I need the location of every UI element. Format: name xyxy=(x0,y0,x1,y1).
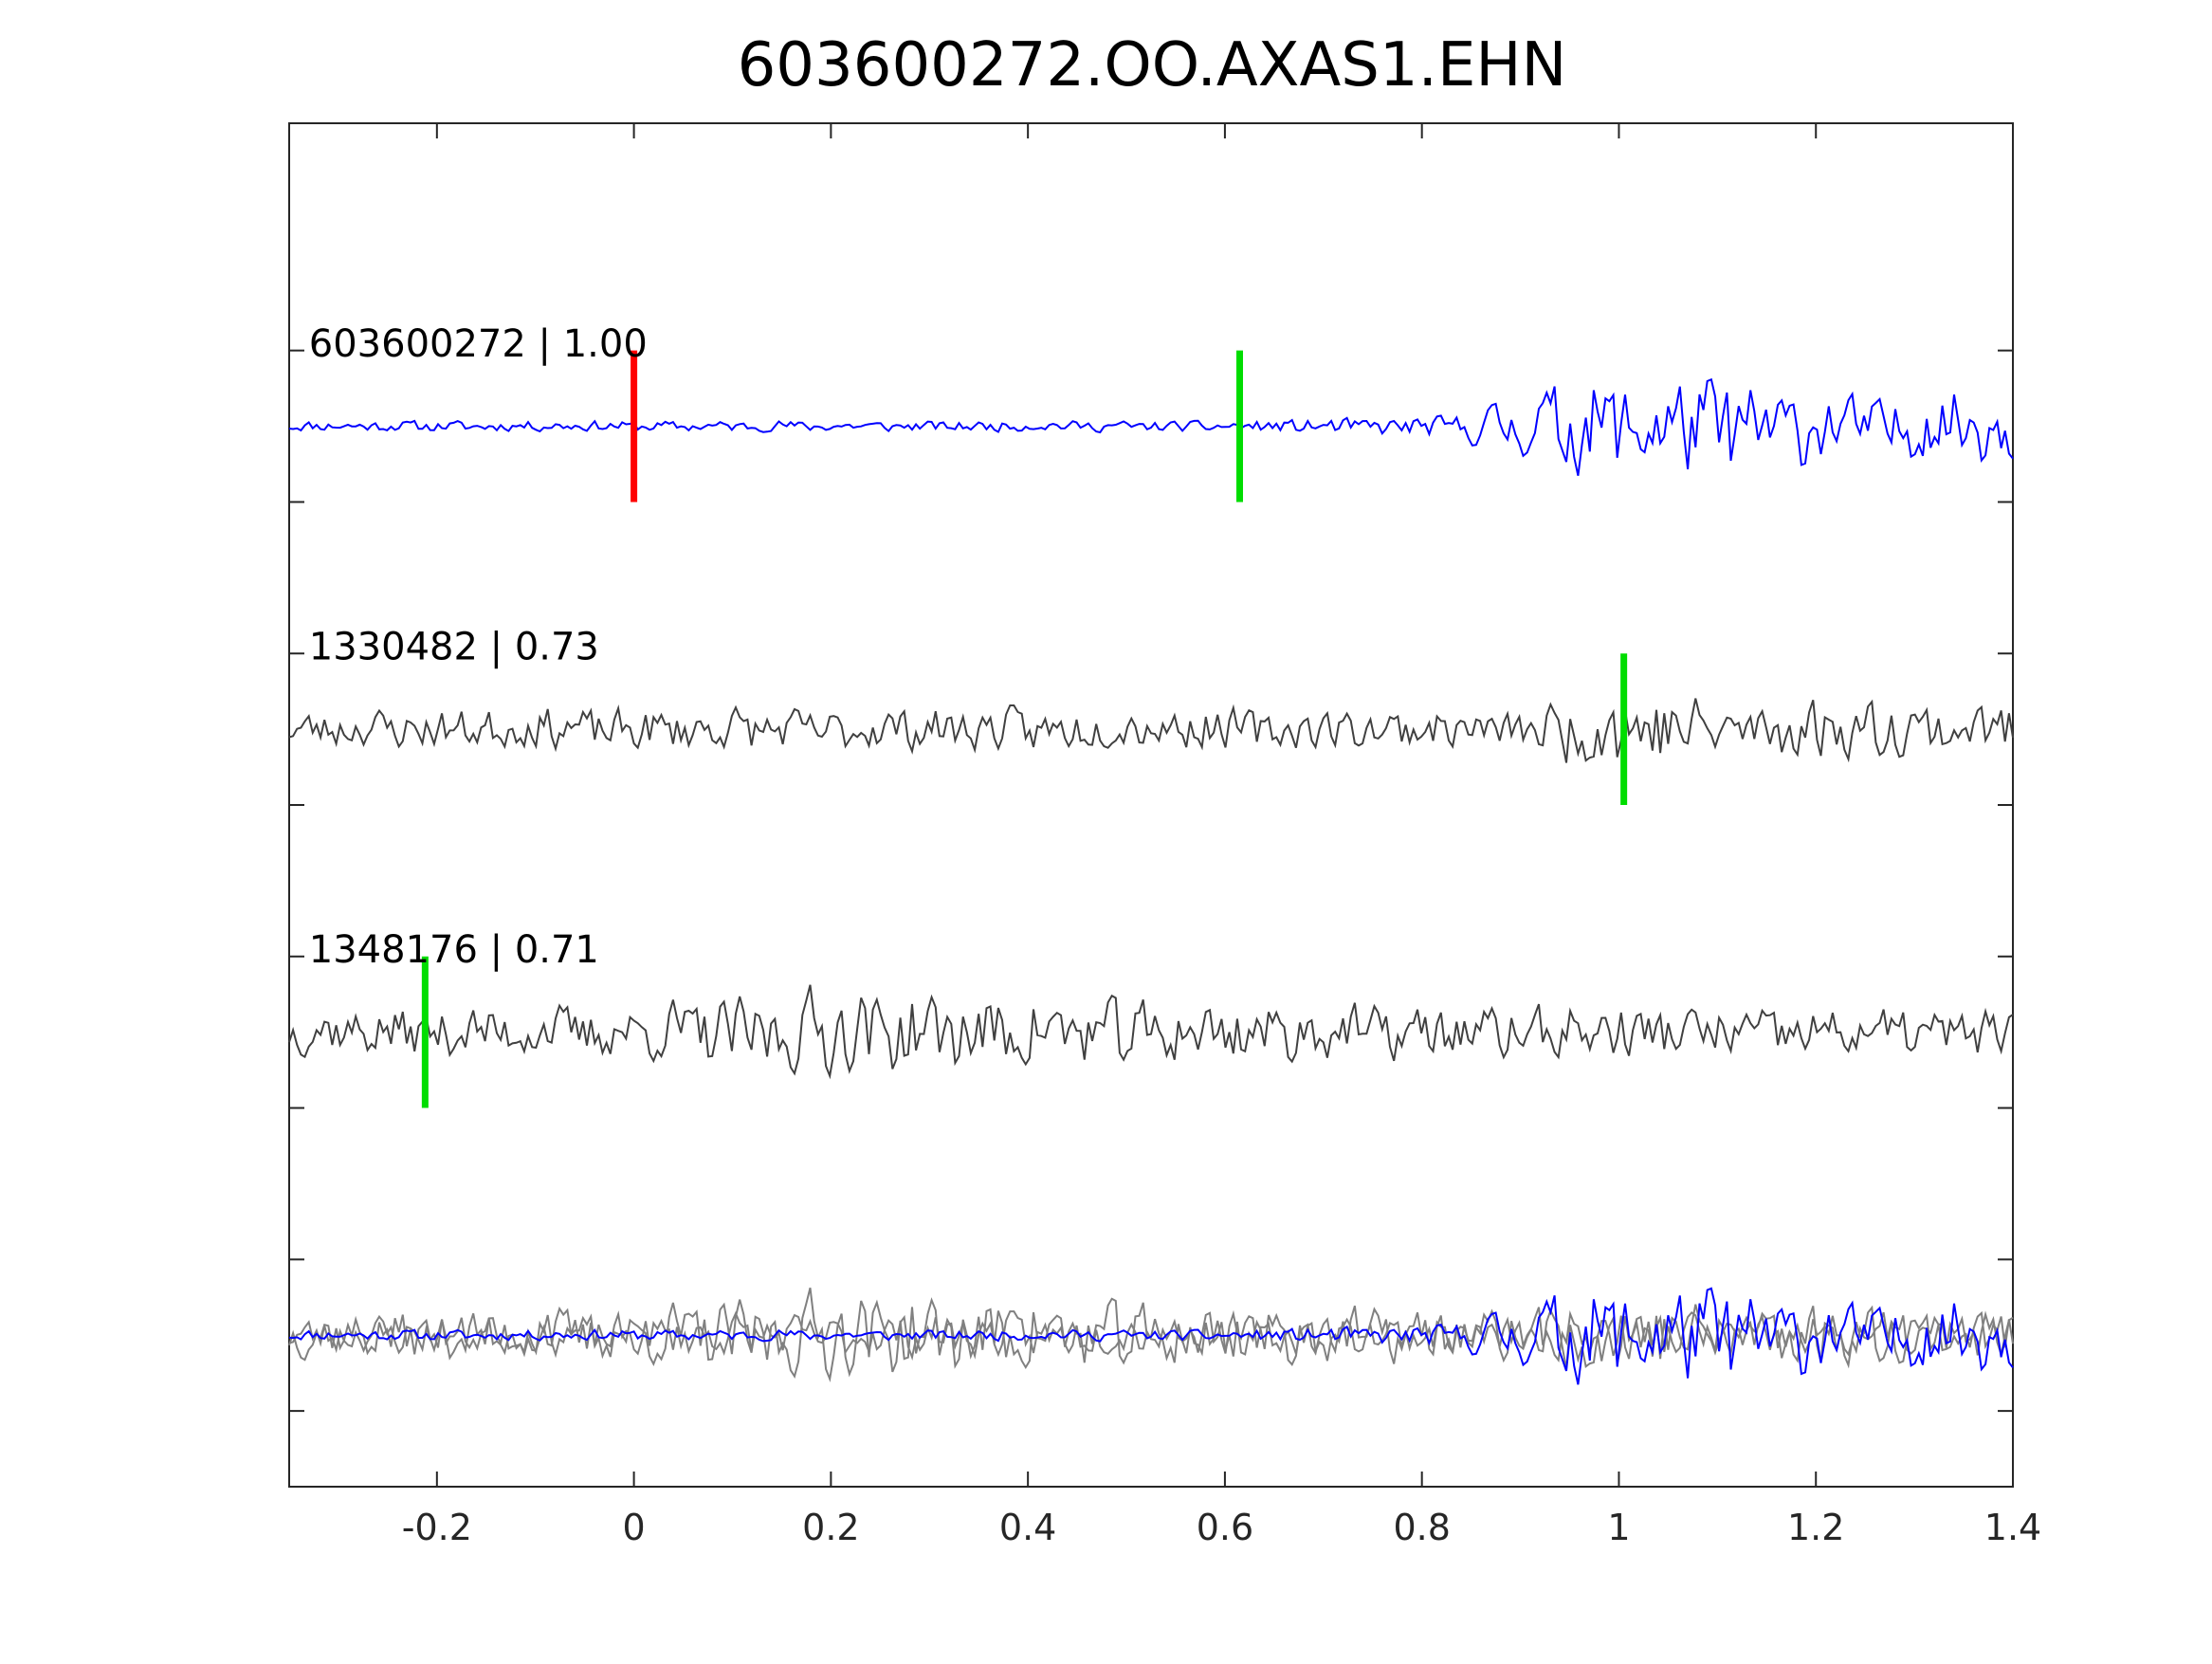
x-tick-label: 0 xyxy=(623,1507,646,1548)
x-tick-label: 0.6 xyxy=(1197,1507,1253,1548)
x-axis-ticks: -0.2 0 0.2 0.4 0.6 0.8 1 1.2 1.4 xyxy=(402,123,2041,1548)
trace-line xyxy=(288,377,2014,476)
trace-line xyxy=(288,698,2014,763)
trace-label: 603600272 | 1.00 xyxy=(309,322,648,366)
chart-title: 603600272.OO.AXAS1.EHN xyxy=(738,30,1567,101)
trace-labels: 603600272 | 1.00 1330482 | 0.73 1348176 | … xyxy=(309,322,648,972)
y-axis-ticks xyxy=(289,349,2013,1413)
x-tick-label: 1 xyxy=(1607,1507,1630,1548)
trace-label: 1330482 | 0.73 xyxy=(309,626,599,669)
overlay-panel xyxy=(288,1287,2014,1385)
x-tick-label: 1.2 xyxy=(1787,1507,1844,1548)
trace-line xyxy=(288,984,2014,1080)
pick-markers xyxy=(421,350,1628,1108)
x-tick-label: 0.4 xyxy=(999,1507,1056,1548)
trace-panels xyxy=(288,377,2014,1080)
x-tick-label: -0.2 xyxy=(402,1507,472,1548)
trace-label: 1348176 | 0.71 xyxy=(309,928,599,972)
x-tick-label: 0.8 xyxy=(1393,1507,1450,1548)
axes-box xyxy=(288,122,2014,1488)
overlay-template-line xyxy=(288,1287,2014,1385)
x-tick-label: 1.4 xyxy=(1984,1507,2041,1548)
x-tick-label: 0.2 xyxy=(802,1507,859,1548)
